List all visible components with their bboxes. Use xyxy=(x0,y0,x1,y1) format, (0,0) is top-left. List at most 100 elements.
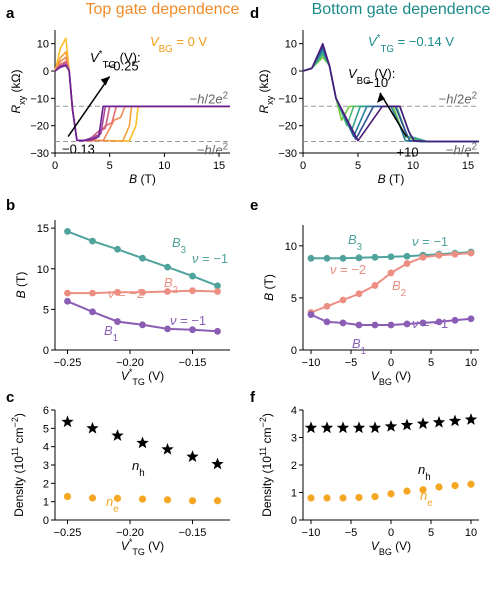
star-marker xyxy=(111,429,124,441)
y-tick-label: 0 xyxy=(291,515,297,527)
series-name-nh: nh xyxy=(418,462,431,483)
y-tick-label: 10 xyxy=(285,39,297,51)
point-B3 xyxy=(339,254,347,262)
circle-marker xyxy=(451,482,459,490)
circle-marker xyxy=(323,494,331,502)
series-name-nh: nh xyxy=(132,458,145,479)
legend-title-vbg: VBG (V): xyxy=(348,66,395,87)
point-B2 xyxy=(403,260,411,267)
point-B1 xyxy=(371,321,379,329)
point-B1 xyxy=(323,318,331,326)
y-axis-label: Rxy (kΩ) xyxy=(9,70,27,114)
arrow-end-label: −10 xyxy=(366,75,388,90)
circle-marker xyxy=(213,497,222,505)
y-axis-label: Rxy (kΩ) xyxy=(257,70,275,114)
x-axis-label: VBG (V) xyxy=(371,369,411,387)
point-B2 xyxy=(355,290,363,298)
y-tick-label: 0 xyxy=(43,345,49,357)
star-marker xyxy=(432,415,446,428)
y-axis-label: B (T) xyxy=(262,274,276,301)
y-tick-label: 10 xyxy=(37,39,49,51)
series-name-ne: ne xyxy=(420,488,433,509)
label-vbg-fixed: VBG = 0 V xyxy=(150,34,207,55)
point-B1 xyxy=(403,320,411,328)
y-tick-label: 3 xyxy=(43,460,49,472)
x-tick-label: −0.15 xyxy=(179,527,207,539)
point-B1 xyxy=(339,319,347,327)
x-axis-label: VBG (V) xyxy=(371,539,411,557)
x-tick-label: 10 xyxy=(407,160,419,172)
x-tick-label: 0 xyxy=(388,527,394,539)
point-B2 xyxy=(387,269,395,277)
star-marker xyxy=(304,421,318,434)
rxy-curve-vbg--6 xyxy=(302,53,479,143)
y-axis-label: Density (1011 cm−2) xyxy=(10,413,26,517)
point-B3 xyxy=(387,253,395,261)
x-tick-label: −10 xyxy=(302,527,321,539)
y-tick-label: −10 xyxy=(278,93,297,105)
point-B2 xyxy=(467,249,475,257)
point-B3 xyxy=(323,254,331,262)
y-tick-label: 10 xyxy=(285,241,297,253)
star-marker xyxy=(86,421,99,434)
point-B3 xyxy=(189,272,196,280)
point-B2 xyxy=(214,288,221,295)
arrow-start-label: +10 xyxy=(397,144,419,159)
arrow-head xyxy=(377,92,385,103)
x-tick-label: 15 xyxy=(462,160,474,172)
point-B1 xyxy=(214,327,221,335)
series-name-B2: B2 xyxy=(392,278,406,299)
panel-label-c: c xyxy=(6,389,14,406)
point-B3 xyxy=(307,254,315,262)
point-B1 xyxy=(89,308,96,316)
x-tick-label: −5 xyxy=(345,527,358,539)
series-annotation-B1: ν = −1 xyxy=(170,313,206,328)
point-B3 xyxy=(64,227,71,235)
star-marker xyxy=(186,450,199,463)
point-B2 xyxy=(64,289,71,297)
point-B2 xyxy=(89,289,96,297)
x-tick-label: −0.20 xyxy=(116,527,144,539)
circle-marker xyxy=(88,494,97,502)
point-B2 xyxy=(451,250,459,258)
circle-marker xyxy=(188,497,197,505)
label-vtg-fixed: V*TG = −0.14 V xyxy=(368,33,454,55)
series-name-B3: B3 xyxy=(348,232,362,253)
x-tick-label: 10 xyxy=(465,357,477,369)
point-B3 xyxy=(355,254,363,262)
point-B3 xyxy=(164,263,171,271)
x-tick-label: 0 xyxy=(388,357,394,369)
star-marker xyxy=(384,420,398,432)
circle-marker xyxy=(403,487,411,495)
point-B2 xyxy=(435,251,443,259)
circle-marker xyxy=(63,492,72,501)
y-tick-label: −30 xyxy=(278,148,297,160)
star-marker xyxy=(448,414,462,427)
y-tick-label: 1 xyxy=(291,488,297,500)
star-marker xyxy=(320,421,334,434)
series-name-ne: ne xyxy=(106,494,119,515)
point-B1 xyxy=(114,318,121,325)
x-tick-label: 0 xyxy=(300,160,306,172)
panel-label-b: b xyxy=(6,197,15,214)
point-B1 xyxy=(189,326,196,334)
x-tick-label: 5 xyxy=(428,527,434,539)
rxy-curve-vbg-10 xyxy=(302,42,479,143)
series-name-B2: B2 xyxy=(164,275,178,296)
y-axis-label: Density (1011 cm−2) xyxy=(258,413,274,517)
point-B2 xyxy=(139,288,146,296)
series-annotation-B1: ν = −1 xyxy=(412,316,448,331)
point-B2 xyxy=(189,287,196,295)
point-B3 xyxy=(114,245,121,253)
star-marker xyxy=(464,413,478,425)
point-B2 xyxy=(114,288,121,296)
y-tick-label: 5 xyxy=(43,304,49,316)
rxy-curve-vbg--2 xyxy=(302,51,479,143)
circle-marker xyxy=(113,494,122,502)
rxy-curve-vbg--10 xyxy=(302,56,479,143)
point-B2 xyxy=(371,282,379,289)
star-marker xyxy=(211,457,224,470)
point-B3 xyxy=(89,237,96,245)
arrow-line xyxy=(67,76,111,138)
